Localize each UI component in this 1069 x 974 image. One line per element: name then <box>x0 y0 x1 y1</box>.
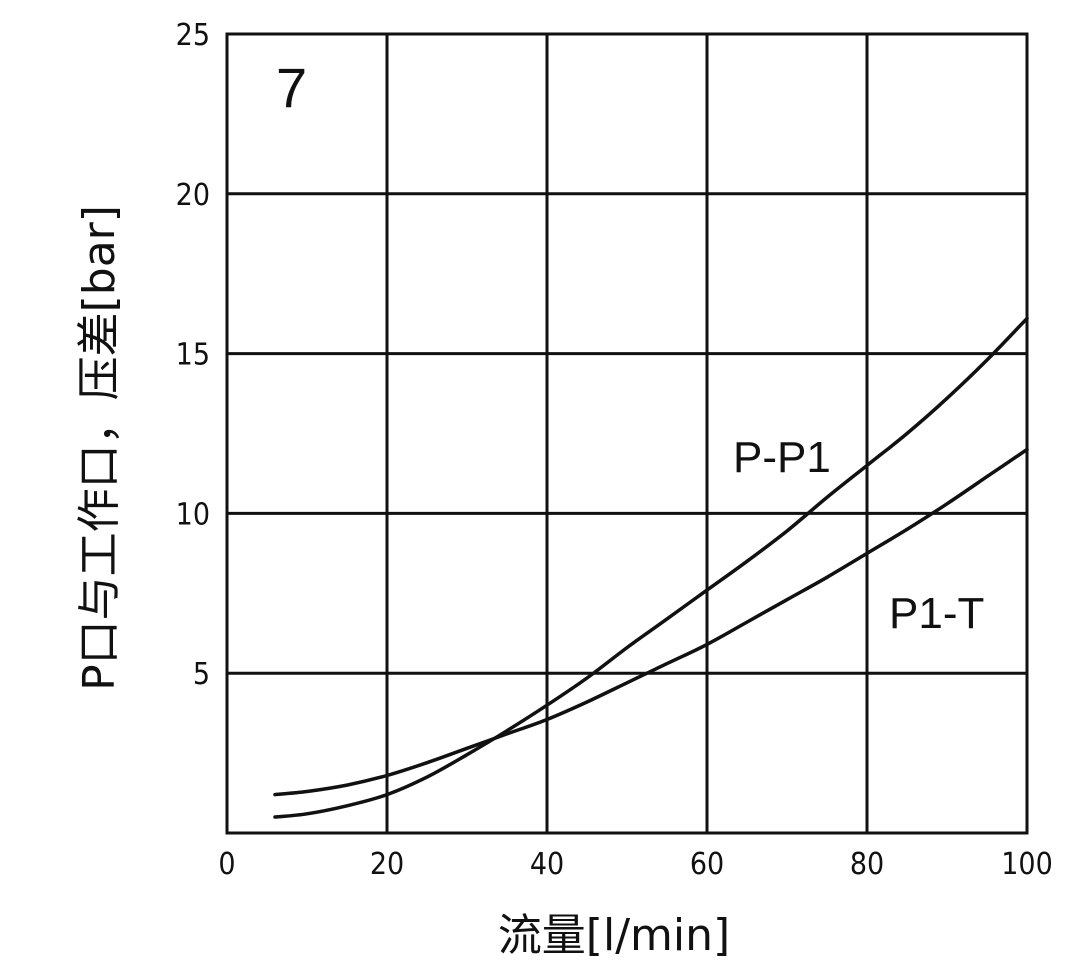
y-tick-label: 10 <box>176 497 210 532</box>
x-tick-label: 60 <box>690 847 724 882</box>
curves <box>273 316 1029 819</box>
x-tick-label: 0 <box>218 847 235 882</box>
x-tick-label: 20 <box>370 847 404 882</box>
curve-label-p-p1: P-P1 <box>733 433 831 482</box>
y-tick-label: 25 <box>176 18 210 53</box>
x-tick-label: 40 <box>530 847 564 882</box>
tick-labels: 0 20 40 60 80 100 5 10 15 20 25 <box>176 18 1053 882</box>
y-tick-label: 15 <box>176 338 210 373</box>
series-line-p-p1 <box>273 316 1029 819</box>
y-tick-label: 20 <box>176 178 210 213</box>
panel-number: 7 <box>276 56 307 119</box>
x-tick-label: 100 <box>1001 847 1053 882</box>
grid <box>227 34 1027 833</box>
x-tick-label: 80 <box>850 847 884 882</box>
x-axis-title: 流量[l/min] <box>498 910 730 961</box>
series-line-p1-t <box>273 447 1029 797</box>
plot-frame <box>225 32 1029 835</box>
y-tick-label: 5 <box>193 657 210 692</box>
curve-label-p1-t: P1-T <box>889 589 984 638</box>
y-axis-title: P口与工作口，压差[bar] <box>74 205 125 691</box>
